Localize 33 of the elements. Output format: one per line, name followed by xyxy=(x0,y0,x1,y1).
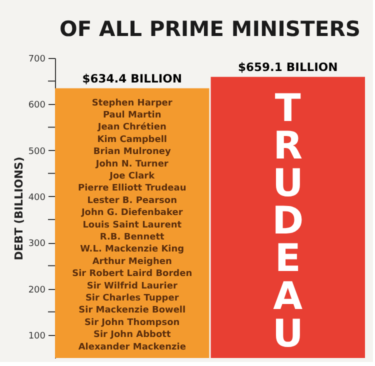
y-axis-title: DEBT (BILLIONS) xyxy=(12,156,26,260)
annotation: R.B. Bennett xyxy=(100,232,166,242)
y-tick-label: 600 xyxy=(28,100,46,111)
annotation: Arthur Meighen xyxy=(92,256,172,267)
y-tick-label: 100 xyxy=(28,331,46,342)
annotation: Pierre Elliott Trudeau xyxy=(78,184,186,194)
annotation: Sir Robert Laird Borden xyxy=(72,269,192,280)
y-tick-label: 500 xyxy=(28,146,46,157)
annotation: Alexander Mackenzie xyxy=(78,342,186,352)
annotation: TRUDEAU xyxy=(272,86,304,356)
chart-title: OF ALL PRIME MINISTERS xyxy=(60,17,360,41)
annotation: John N. Turner xyxy=(94,159,169,170)
annotation: Brian Mulroney xyxy=(93,147,171,158)
annotation: Sir John Abbott xyxy=(93,330,172,340)
data-label: $634.4 BILLION xyxy=(82,71,182,86)
annotation: Louis Saint Laurent xyxy=(82,220,182,230)
annotation: Jean Chrétien xyxy=(96,122,166,133)
data-label: $659.1 BILLION xyxy=(238,60,338,74)
annotation: Lester B. Pearson xyxy=(87,196,177,206)
annotation: Joe Clark xyxy=(108,171,156,182)
annotation: W.L. Mackenzie King xyxy=(80,244,184,255)
annotation: Sir Mackenzie Bowell xyxy=(78,306,186,316)
annotation: Stephen Harper xyxy=(92,98,173,108)
annotation: Kim Campbell xyxy=(97,134,168,145)
annotation: John G. Diefenbaker xyxy=(80,208,184,218)
y-tick-label: 700 xyxy=(28,54,46,64)
y-tick-label: 200 xyxy=(28,285,46,296)
annotation: Sir John Thompson xyxy=(84,318,180,328)
annotation: Sir Charles Tupper xyxy=(85,293,180,304)
annotation: Sir Wilfrid Laurier xyxy=(86,281,178,292)
y-tick-label: 300 xyxy=(28,239,46,250)
y-tick-label: 400 xyxy=(28,192,46,203)
annotation: Paul Martin xyxy=(102,110,162,120)
